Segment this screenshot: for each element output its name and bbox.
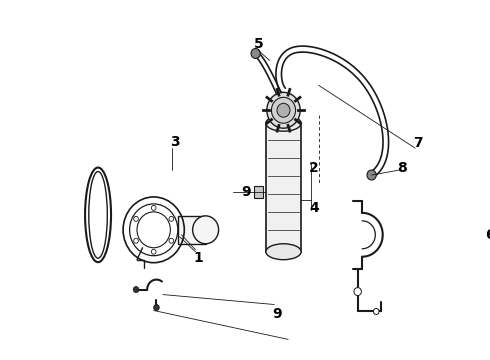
- Circle shape: [367, 170, 376, 180]
- Circle shape: [154, 305, 159, 310]
- Text: 6: 6: [486, 228, 490, 242]
- Text: 2: 2: [309, 161, 319, 175]
- Circle shape: [277, 103, 290, 117]
- Ellipse shape: [266, 244, 301, 260]
- Ellipse shape: [266, 115, 301, 131]
- Circle shape: [193, 216, 219, 244]
- Circle shape: [354, 288, 362, 296]
- Bar: [254, 186, 263, 198]
- Circle shape: [373, 309, 379, 315]
- Text: 4: 4: [309, 201, 319, 215]
- Circle shape: [251, 49, 260, 58]
- Text: 9: 9: [272, 307, 282, 321]
- Bar: [178, 216, 206, 244]
- Text: 9: 9: [242, 185, 251, 199]
- Text: 1: 1: [194, 251, 203, 265]
- Text: 3: 3: [170, 135, 180, 149]
- Text: 7: 7: [413, 136, 423, 150]
- Circle shape: [133, 287, 139, 293]
- Bar: [266, 123, 301, 252]
- Circle shape: [271, 97, 295, 123]
- Text: 8: 8: [397, 161, 407, 175]
- Text: 5: 5: [254, 36, 263, 50]
- Circle shape: [267, 92, 300, 128]
